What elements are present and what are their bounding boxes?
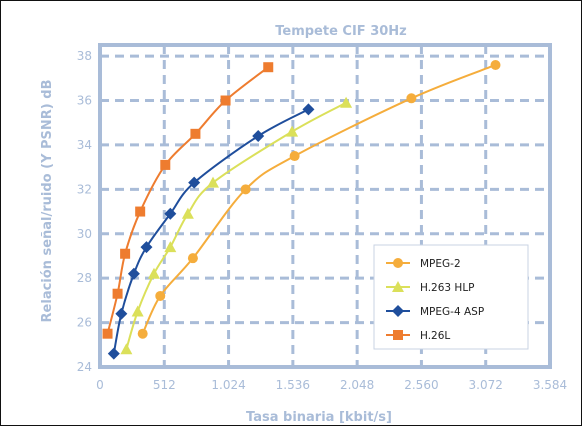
legend-marker <box>392 281 404 292</box>
x-tick-label: 512 <box>153 378 176 392</box>
y-tick-label: 32 <box>77 182 92 196</box>
legend-label: H.263 HLP <box>420 282 475 294</box>
x-tick-label: 1.024 <box>211 378 245 392</box>
data-point <box>289 151 300 162</box>
plot-area-border <box>98 43 552 369</box>
legend-item: MPEG-2 <box>386 258 461 270</box>
data-point <box>147 267 160 279</box>
series-mpeg-2 <box>137 59 501 339</box>
series-h-26l <box>102 62 274 339</box>
legend-marker <box>392 305 404 317</box>
legend-label: MPEG-4 ASP <box>420 306 484 318</box>
data-point <box>155 290 166 301</box>
y-tick-label: 30 <box>77 227 92 241</box>
data-point <box>252 130 265 143</box>
series-mpeg-4-asp <box>107 103 315 360</box>
data-point <box>115 307 128 320</box>
data-point <box>135 206 146 217</box>
data-point <box>137 328 148 339</box>
data-point <box>164 241 177 253</box>
legend-item: H.263 HLP <box>386 281 475 294</box>
y-axis-ticks: 24 26 28 30 32 34 36 38 <box>77 49 92 374</box>
data-point <box>140 241 153 254</box>
legend-label: MPEG-2 <box>420 258 461 270</box>
y-tick-label: 28 <box>77 271 92 285</box>
y-axis-label: Relación señal/ruido (Y PSNR) dB <box>40 80 55 323</box>
data-point <box>340 96 353 108</box>
data-point <box>127 267 140 280</box>
data-point <box>263 62 274 73</box>
y-tick-label: 26 <box>77 316 92 330</box>
legend-marker <box>393 330 403 340</box>
x-tick-label: 2.048 <box>340 378 374 392</box>
data-point <box>120 248 131 259</box>
data-point <box>107 347 120 360</box>
x-axis-ticks: 0 512 1.024 1.536 2.048 2.560 3.072 3.584 <box>96 378 567 392</box>
y-tick-label: 24 <box>77 360 92 374</box>
data-point <box>112 288 123 299</box>
data-point <box>240 184 251 195</box>
x-tick-label: 0 <box>96 378 104 392</box>
data-point <box>181 207 194 219</box>
x-tick-label: 2.560 <box>404 378 438 392</box>
legend-label: H.26L <box>420 330 450 342</box>
series-line <box>125 101 347 350</box>
legend-item: MPEG-4 ASP <box>386 305 484 318</box>
data-point <box>131 305 144 317</box>
data-point <box>164 207 177 220</box>
x-tick-label: 3.072 <box>469 378 503 392</box>
data-point <box>490 59 501 70</box>
data-point <box>302 103 315 116</box>
data-point <box>286 125 299 137</box>
data-point <box>188 176 201 189</box>
legend-marker <box>393 258 403 268</box>
data-point <box>406 93 417 104</box>
legend: MPEG-2 H.263 HLP MPEG-4 ASP H.26L <box>373 244 529 350</box>
x-axis-label: Tasa binaria [kbit/s] <box>246 410 392 425</box>
y-tick-label: 36 <box>77 94 92 108</box>
series-h-263-hlp <box>120 96 353 355</box>
data-point <box>160 159 171 170</box>
data-point <box>102 328 113 339</box>
data-point <box>190 128 201 139</box>
y-tick-label: 34 <box>77 138 92 152</box>
x-tick-label: 3.584 <box>533 378 567 392</box>
legend-item: H.26L <box>386 330 450 342</box>
chart-title: Tempete CIF 30Hz <box>275 24 407 39</box>
data-point <box>207 176 220 188</box>
data-point <box>120 343 133 355</box>
series-line <box>106 66 269 334</box>
y-tick-label: 38 <box>77 49 92 63</box>
data-point <box>220 95 231 106</box>
series-layer <box>102 59 501 360</box>
x-tick-label: 1.536 <box>276 378 310 392</box>
data-point <box>187 253 198 264</box>
